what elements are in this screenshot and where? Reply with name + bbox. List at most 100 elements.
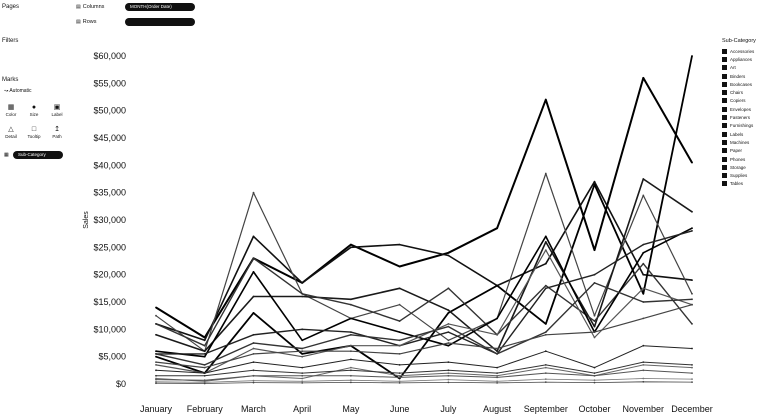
- data-point[interactable]: [252, 257, 255, 260]
- data-point[interactable]: [642, 364, 645, 366]
- data-point[interactable]: [155, 382, 157, 385]
- data-point[interactable]: [301, 353, 304, 355]
- data-point[interactable]: [496, 227, 498, 230]
- data-point[interactable]: [203, 350, 206, 353]
- series-line[interactable]: [156, 230, 693, 355]
- data-point[interactable]: [691, 210, 693, 213]
- data-point[interactable]: [398, 372, 401, 374]
- data-point[interactable]: [691, 55, 693, 57]
- data-point[interactable]: [593, 273, 596, 276]
- data-point[interactable]: [544, 350, 547, 353]
- data-point[interactable]: [447, 251, 450, 254]
- data-point[interactable]: [252, 312, 255, 314]
- data-point[interactable]: [398, 303, 401, 306]
- data-point[interactable]: [691, 378, 693, 380]
- data-point[interactable]: [398, 344, 401, 347]
- data-point[interactable]: [593, 314, 596, 317]
- data-point[interactable]: [155, 306, 157, 309]
- data-point[interactable]: [593, 381, 596, 384]
- data-point[interactable]: [642, 262, 645, 265]
- series-line[interactable]: [155, 172, 693, 352]
- legend-item[interactable]: Accessories: [722, 47, 770, 55]
- data-point[interactable]: [203, 353, 206, 355]
- color-field-pill[interactable]: Sub-Category: [13, 151, 63, 159]
- data-point[interactable]: [252, 271, 255, 273]
- legend-item[interactable]: Chairs: [722, 88, 770, 96]
- detail-button[interactable]: △ Detail: [0, 126, 22, 144]
- legend-item[interactable]: Binders: [722, 72, 770, 80]
- data-point[interactable]: [447, 331, 450, 333]
- data-point[interactable]: [203, 364, 206, 366]
- data-point[interactable]: [544, 372, 547, 374]
- data-point[interactable]: [593, 180, 596, 183]
- data-point[interactable]: [593, 325, 596, 328]
- data-point[interactable]: [155, 369, 157, 372]
- series-line[interactable]: [155, 381, 693, 384]
- data-point[interactable]: [642, 317, 645, 320]
- data-point[interactable]: [398, 243, 401, 246]
- data-point[interactable]: [301, 374, 304, 377]
- data-point[interactable]: [252, 235, 255, 238]
- data-point[interactable]: [691, 347, 693, 350]
- data-point[interactable]: [691, 366, 693, 369]
- data-point[interactable]: [691, 372, 693, 374]
- data-point[interactable]: [301, 292, 304, 295]
- data-point[interactable]: [203, 339, 206, 342]
- data-point[interactable]: [155, 374, 157, 377]
- series-line[interactable]: [155, 345, 693, 374]
- data-point[interactable]: [447, 344, 450, 347]
- data-point[interactable]: [593, 366, 596, 369]
- data-point[interactable]: [350, 350, 352, 353]
- data-point[interactable]: [544, 235, 547, 238]
- data-point[interactable]: [642, 292, 645, 295]
- data-point[interactable]: [203, 372, 206, 374]
- data-point[interactable]: [447, 361, 450, 363]
- data-point[interactable]: [642, 273, 645, 276]
- series-line[interactable]: [155, 257, 693, 347]
- data-point[interactable]: [155, 353, 157, 355]
- data-point[interactable]: [252, 333, 255, 336]
- mark-type-dropdown[interactable]: ↝ Automatic: [4, 88, 32, 94]
- data-point[interactable]: [544, 241, 547, 243]
- data-point[interactable]: [642, 344, 645, 347]
- data-point[interactable]: [544, 287, 547, 290]
- data-point[interactable]: [496, 380, 498, 383]
- data-point[interactable]: [496, 347, 498, 350]
- data-point[interactable]: [447, 287, 450, 290]
- data-point[interactable]: [447, 378, 450, 381]
- data-point[interactable]: [642, 377, 645, 380]
- data-point[interactable]: [252, 191, 255, 194]
- data-point[interactable]: [544, 381, 547, 383]
- data-point[interactable]: [496, 284, 498, 287]
- data-point[interactable]: [593, 331, 596, 333]
- data-point[interactable]: [447, 309, 450, 312]
- legend-item[interactable]: Paper: [722, 147, 770, 155]
- data-point[interactable]: [350, 344, 352, 347]
- data-point[interactable]: [447, 374, 450, 377]
- data-point[interactable]: [544, 98, 547, 101]
- data-point[interactable]: [691, 381, 693, 383]
- data-point[interactable]: [155, 333, 157, 336]
- series-line[interactable]: [155, 180, 693, 342]
- data-point[interactable]: [642, 369, 645, 372]
- data-point[interactable]: [252, 374, 255, 377]
- label-button[interactable]: ▣ Label: [46, 104, 68, 122]
- data-point[interactable]: [203, 366, 206, 369]
- data-point[interactable]: [642, 243, 645, 246]
- path-button[interactable]: ↥ Path: [46, 126, 68, 144]
- data-point[interactable]: [155, 361, 157, 363]
- legend-item[interactable]: Art: [722, 64, 770, 72]
- series-line[interactable]: [155, 178, 693, 353]
- data-point[interactable]: [447, 325, 450, 328]
- data-point[interactable]: [301, 328, 304, 331]
- data-point[interactable]: [203, 374, 206, 377]
- data-point[interactable]: [252, 379, 255, 382]
- data-point[interactable]: [447, 381, 450, 384]
- legend-item[interactable]: Furnishings: [722, 122, 770, 130]
- data-point[interactable]: [301, 377, 304, 380]
- data-point[interactable]: [691, 364, 693, 366]
- data-point[interactable]: [691, 230, 693, 232]
- series-line[interactable]: [155, 304, 693, 369]
- data-point[interactable]: [350, 381, 352, 384]
- data-point[interactable]: [447, 372, 450, 374]
